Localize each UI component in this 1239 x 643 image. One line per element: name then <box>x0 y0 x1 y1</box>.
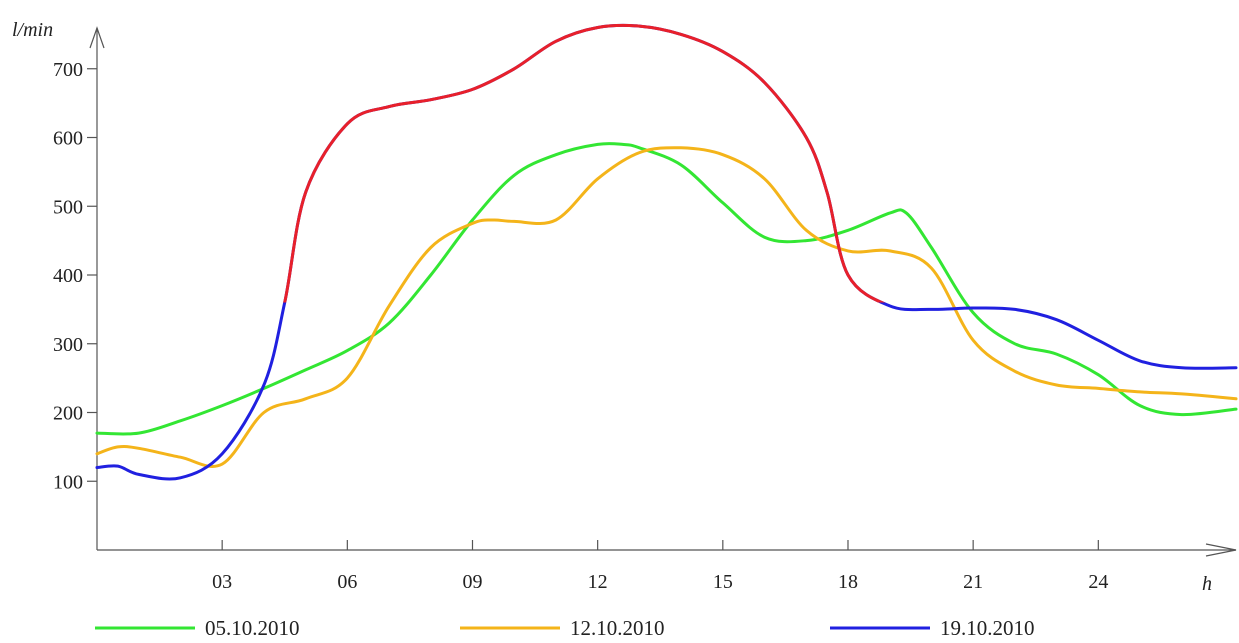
y-tick-label: 400 <box>53 265 83 287</box>
legend: 05.10.2010 12.10.2010 19.10.2010 <box>95 616 1035 640</box>
x-ticks: 03 06 09 12 15 18 21 24 <box>212 540 1108 593</box>
x-axis-label: h <box>1202 573 1212 595</box>
series-line-1 <box>95 141 1238 436</box>
x-tick-label: 03 <box>212 571 232 593</box>
y-tick-label: 100 <box>53 471 83 493</box>
x-tick-label: 24 <box>1088 571 1108 593</box>
x-tick-label: 18 <box>838 571 858 593</box>
series-line-2 <box>95 146 1238 469</box>
x-tick-label: 06 <box>337 571 357 593</box>
series-line-3-high-segment <box>283 23 886 303</box>
y-tick-label: 600 <box>53 128 83 150</box>
y-tick-label: 700 <box>53 59 83 81</box>
x-tick-label: 09 <box>462 571 482 593</box>
legend-label: 12.10.2010 <box>570 616 665 640</box>
x-tick-label: 12 <box>588 571 608 593</box>
y-tick-label: 300 <box>53 334 83 356</box>
series-lines <box>95 23 1238 481</box>
x-tick-label: 21 <box>963 571 983 593</box>
legend-label: 19.10.2010 <box>940 616 1035 640</box>
y-tick-label: 200 <box>53 403 83 425</box>
y-axis-arrow <box>89 26 105 49</box>
y-axis-label: l/min <box>12 19 53 41</box>
x-axis-arrow <box>1205 543 1237 557</box>
y-ticks: 100 200 300 400 500 600 700 <box>53 59 97 493</box>
legend-label: 05.10.2010 <box>205 616 300 640</box>
chart-axes: l/min h <box>12 19 1237 595</box>
y-tick-label: 500 <box>53 196 83 218</box>
x-tick-label: 15 <box>713 571 733 593</box>
